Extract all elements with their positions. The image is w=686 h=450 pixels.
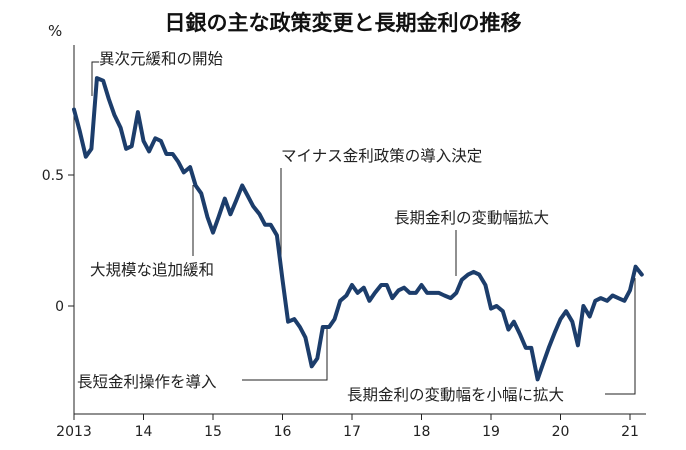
series-layer (72, 76, 644, 382)
x-axis-ticks: 2013 14 15 16 17 18 19 20 21 (56, 414, 639, 440)
annotation-ycc: 長短金利操作を導入 (77, 373, 217, 391)
annotation-qqe-start: 異次元緩和の開始 (99, 50, 224, 68)
leader-qqe-start (91, 61, 99, 96)
y-axis-unit: % (48, 22, 62, 40)
x-tick-label: 14 (135, 424, 153, 440)
x-tick-label: 16 (274, 424, 292, 440)
leader-ycc (242, 328, 328, 381)
annotations: 異次元緩和の開始 大規模な追加緩和 マイナス金利政策の導入決定 長短金利操作を導… (77, 50, 564, 404)
x-tick-label: 19 (482, 424, 500, 440)
annotation-leaders (91, 61, 636, 395)
annotation-band-widen: 長期金利の変動幅拡大 (394, 209, 549, 227)
chart-title: 日銀の主な政策変更と長期金利の推移 (165, 11, 522, 35)
y-tick-label: 0 (55, 299, 64, 315)
leader-band-widen-2021 (605, 278, 636, 395)
series-line (72, 76, 644, 382)
y-axis-ticks: 0.50 (42, 168, 74, 315)
x-tick-label: 18 (413, 424, 431, 440)
x-tick-label: 15 (204, 424, 222, 440)
annotation-negative-rate: マイナス金利政策の導入決定 (281, 147, 482, 165)
x-tick-label: 21 (621, 424, 639, 440)
x-tick-label: 20 (552, 424, 570, 440)
annotation-band-widen-2021: 長期金利の変動幅を小幅に拡大 (347, 386, 564, 404)
annotation-qqe-expansion: 大規模な追加緩和 (90, 261, 214, 279)
x-tick-label: 17 (343, 424, 361, 440)
y-tick-label: 0.5 (42, 168, 64, 184)
x-tick-label: 2013 (56, 424, 92, 440)
